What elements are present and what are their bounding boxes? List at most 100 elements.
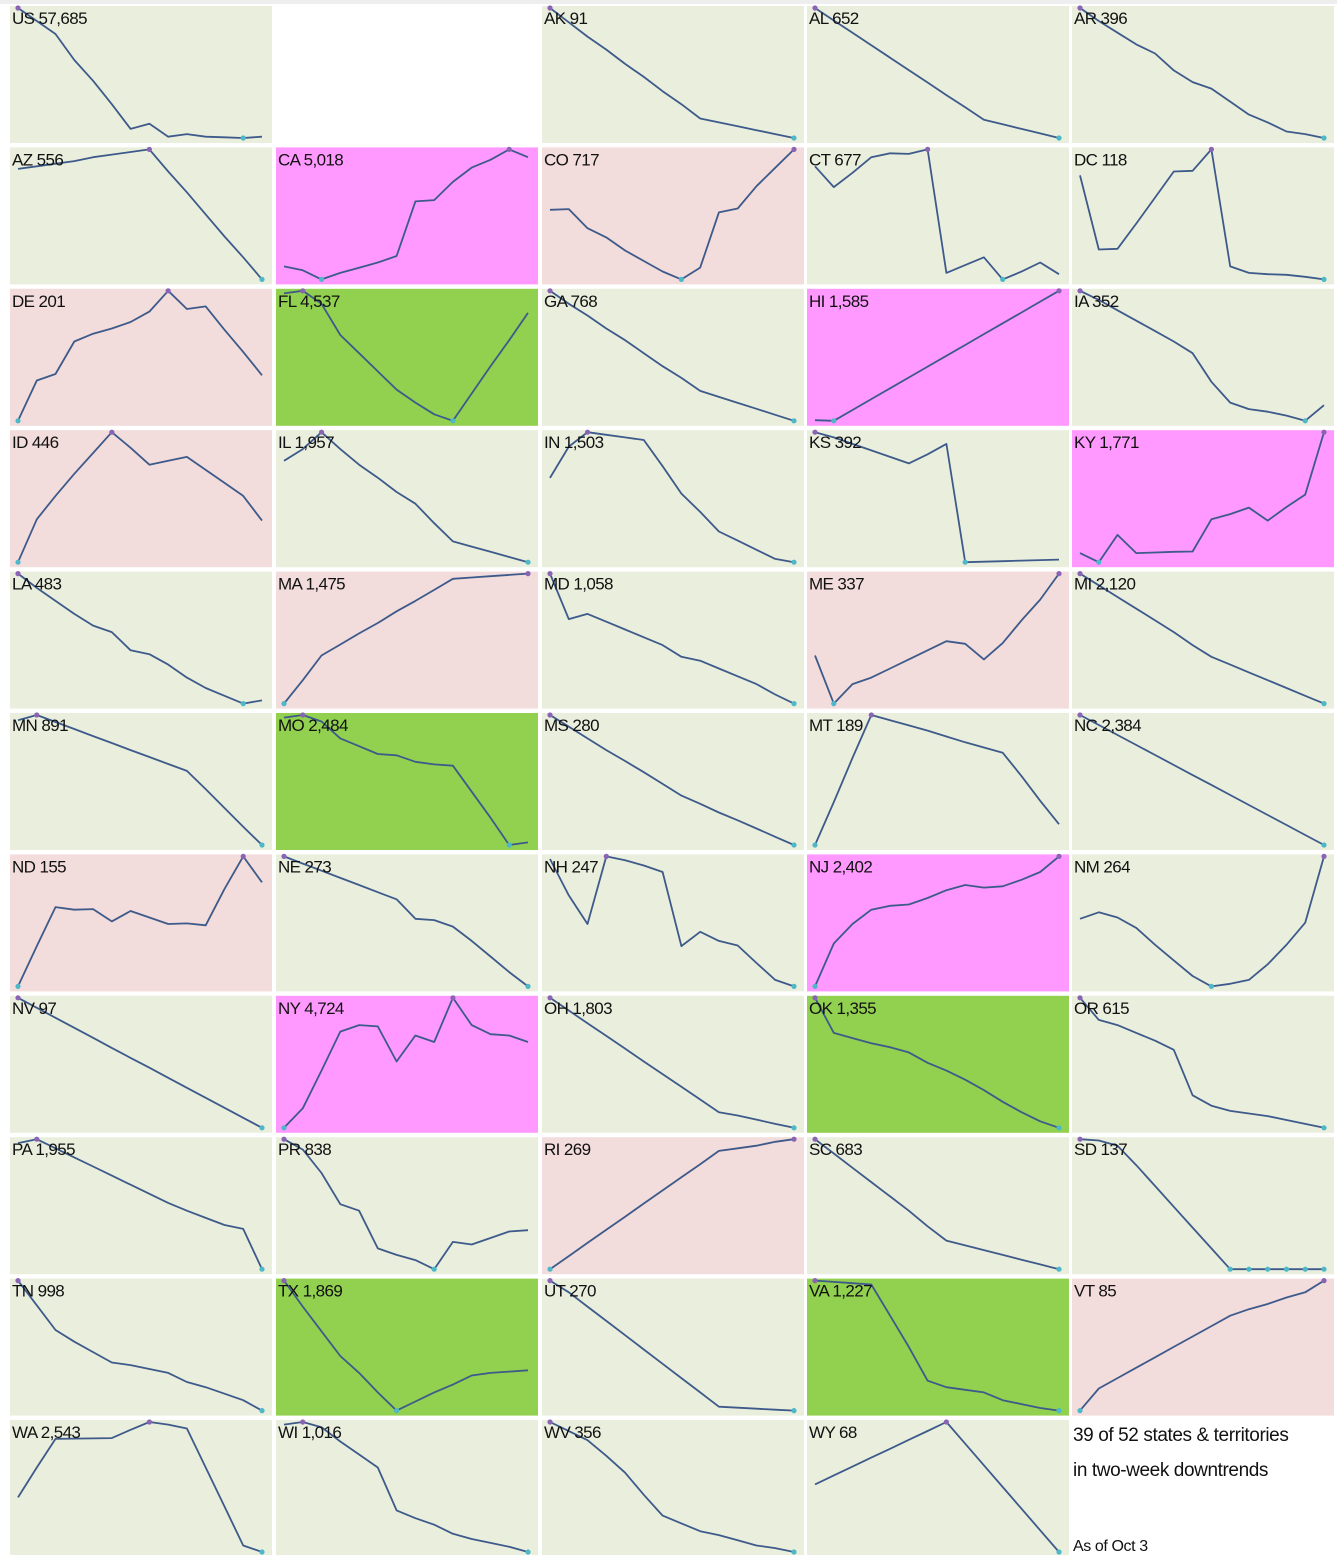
- min-marker: [259, 276, 265, 282]
- max-marker: [791, 146, 797, 152]
- trend-line: [814, 714, 1060, 846]
- trend-line: [283, 431, 529, 564]
- trend-line: [549, 148, 795, 281]
- max-marker: [165, 288, 171, 294]
- cell-background: [10, 6, 272, 143]
- chart-title: WI 1,016: [278, 1423, 341, 1442]
- max-marker: [925, 146, 931, 152]
- cell-background: [807, 1137, 1069, 1275]
- min-marker: [259, 842, 265, 848]
- trend-line: [17, 997, 263, 1129]
- chart-title: VA 1,227: [809, 1282, 872, 1301]
- min-marker: [1000, 276, 1006, 282]
- min-marker: [525, 1549, 531, 1555]
- cell-background: [1072, 571, 1334, 709]
- max-marker: [1056, 288, 1062, 294]
- trend-line: [1079, 572, 1325, 705]
- trend-line: [17, 714, 263, 846]
- trend-line: [814, 573, 1060, 705]
- max-marker: [109, 429, 115, 435]
- max-marker: [1208, 146, 1214, 152]
- trend-line: [283, 714, 529, 846]
- trend-line: [17, 289, 263, 422]
- chart-title: MA 1,475: [278, 575, 345, 594]
- trend-line: [17, 148, 263, 280]
- min-marker: [547, 1266, 553, 1272]
- min-marker: [281, 1125, 287, 1131]
- trend-line: [549, 1138, 795, 1270]
- trend-line: [283, 572, 529, 705]
- min-marker: [962, 559, 968, 565]
- min-marker: [1321, 842, 1327, 848]
- min-marker: [259, 1125, 265, 1131]
- cell-background: [10, 854, 272, 992]
- max-marker: [1321, 853, 1327, 860]
- min-marker: [1265, 1266, 1271, 1272]
- min-marker: [791, 1408, 797, 1414]
- chart-title: LA 483: [12, 575, 61, 594]
- cell-background: [542, 6, 804, 143]
- chart-title: DC 118: [1074, 150, 1127, 169]
- min-marker: [1056, 1408, 1062, 1414]
- min-marker: [812, 842, 818, 848]
- min-marker: [1077, 1408, 1083, 1414]
- chart-title: US 57,685: [12, 9, 87, 28]
- cell-background: [276, 288, 538, 426]
- cell-background: [542, 1278, 804, 1416]
- chart-title: FL 4,537: [278, 292, 340, 311]
- min-marker: [791, 135, 797, 141]
- cell-background: [542, 995, 804, 1133]
- min-marker: [259, 1266, 265, 1272]
- trend-line: [1079, 1279, 1325, 1412]
- summary-line: in two-week downtrends: [1073, 1460, 1268, 1481]
- min-marker: [1246, 1266, 1252, 1272]
- max-marker: [868, 712, 874, 718]
- chart-title: GA 768: [544, 292, 597, 311]
- trend-line: [283, 289, 529, 422]
- max-marker: [812, 995, 818, 1001]
- max-marker: [1321, 1278, 1327, 1284]
- trend-line: [814, 1279, 1060, 1412]
- chart-title: MT 189: [809, 716, 863, 735]
- chart-title: MI 2,120: [1074, 575, 1135, 594]
- trend-line: [549, 1279, 795, 1412]
- chart-title: WA 2,543: [12, 1423, 80, 1442]
- min-marker: [831, 418, 837, 424]
- min-marker: [791, 842, 797, 848]
- chart-title: IN 1,503: [544, 433, 604, 452]
- trend-line: [814, 997, 1060, 1129]
- trend-line: [814, 1138, 1060, 1271]
- cell-background: [1072, 6, 1334, 143]
- chart-title: TX 1,869: [278, 1282, 342, 1301]
- chart-title: CO 717: [544, 150, 599, 169]
- max-marker: [547, 1278, 553, 1284]
- cell-background: [807, 995, 1069, 1133]
- max-marker: [281, 1136, 287, 1142]
- max-marker: [318, 429, 325, 435]
- max-marker: [547, 1419, 553, 1425]
- chart-title: NM 264: [1074, 857, 1130, 876]
- cell-background: [542, 1420, 804, 1555]
- max-marker: [300, 1419, 306, 1425]
- chart-title: KY 1,771: [1074, 433, 1139, 452]
- chart-title: NY 4,724: [278, 999, 344, 1018]
- cell-background: [276, 713, 538, 850]
- min-marker: [1056, 135, 1062, 141]
- min-marker: [1321, 1125, 1327, 1131]
- min-marker: [791, 559, 797, 565]
- chart-title: IL 1,957: [278, 433, 334, 452]
- max-marker: [1077, 288, 1083, 294]
- max-marker: [300, 712, 306, 718]
- chart-title: OH 1,803: [544, 999, 612, 1018]
- chart-title: TN 998: [12, 1282, 64, 1301]
- cell-background: [1072, 1278, 1334, 1416]
- cell-background: [807, 1278, 1069, 1416]
- trend-line: [1079, 7, 1325, 139]
- max-marker: [584, 429, 591, 435]
- summary-line: 39 of 52 states & territories: [1073, 1425, 1288, 1446]
- chart-title: ND 155: [12, 857, 66, 876]
- max-marker: [281, 853, 287, 860]
- chart-title: PR 838: [278, 1140, 331, 1159]
- max-marker: [1321, 429, 1327, 435]
- trend-line: [814, 290, 1060, 422]
